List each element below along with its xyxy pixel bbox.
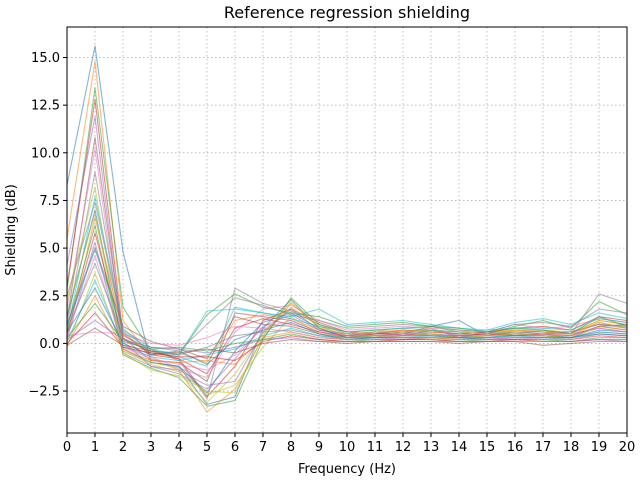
series-line-29 bbox=[66, 213, 628, 394]
x-tick-label: 5 bbox=[203, 440, 211, 455]
series-line-30 bbox=[66, 249, 628, 356]
x-tick-label: 10 bbox=[339, 440, 356, 455]
x-tick-label: 15 bbox=[479, 440, 496, 455]
series-line-28 bbox=[66, 201, 628, 352]
chart-title: Reference regression shielding bbox=[224, 3, 470, 22]
x-axis-label: Frequency (Hz) bbox=[298, 462, 396, 477]
x-tick-label: 7 bbox=[259, 440, 267, 455]
series-line-11 bbox=[66, 209, 628, 394]
series-line-3 bbox=[66, 87, 628, 356]
y-tick-label: −2.5 bbox=[28, 385, 60, 400]
series-line-20 bbox=[66, 279, 628, 362]
x-tick-label: 17 bbox=[535, 440, 552, 455]
x-axis-ticks: 0 1 2 3 4 5 6 7 8 9 10 11 12 13 14 15 16 17 18 19 20 bbox=[63, 433, 635, 455]
y-axis-ticks: −2.5 0.0 2.5 5.0 7.5 10.0 12.5 15.0 bbox=[28, 51, 67, 400]
x-tick-label: 9 bbox=[315, 440, 323, 455]
x-tick-label: 13 bbox=[423, 440, 440, 455]
series-lines bbox=[66, 45, 628, 413]
y-tick-label: 10.0 bbox=[31, 146, 60, 161]
x-tick-label: 3 bbox=[147, 440, 155, 455]
x-tick-label: 8 bbox=[287, 440, 295, 455]
series-line-10 bbox=[66, 196, 628, 367]
x-tick-label: 6 bbox=[231, 440, 239, 455]
y-tick-label: 15.0 bbox=[31, 51, 60, 66]
y-tick-label: 12.5 bbox=[31, 99, 60, 114]
grid bbox=[66, 27, 628, 433]
x-tick-label: 4 bbox=[175, 440, 183, 455]
x-tick-label: 0 bbox=[63, 440, 71, 455]
x-tick-label: 19 bbox=[591, 440, 608, 455]
y-tick-label: 5.0 bbox=[39, 242, 60, 257]
x-tick-label: 11 bbox=[367, 440, 384, 455]
y-axis-label: Shielding (dB) bbox=[4, 184, 19, 276]
y-tick-label: 2.5 bbox=[39, 289, 60, 304]
x-tick-label: 18 bbox=[563, 440, 580, 455]
series-line-26 bbox=[66, 327, 627, 354]
x-tick-label: 14 bbox=[451, 440, 468, 455]
series-line-25 bbox=[66, 319, 628, 354]
y-tick-label: 7.5 bbox=[39, 194, 60, 209]
x-tick-label: 1 bbox=[91, 440, 99, 455]
x-tick-label: 16 bbox=[507, 440, 524, 455]
y-tick-label: 0.0 bbox=[39, 337, 60, 352]
x-tick-label: 2 bbox=[119, 440, 127, 455]
x-tick-label: 12 bbox=[395, 440, 412, 455]
series-line-27 bbox=[66, 325, 628, 346]
x-tick-label: 20 bbox=[619, 440, 636, 455]
series-line-17 bbox=[66, 255, 628, 371]
